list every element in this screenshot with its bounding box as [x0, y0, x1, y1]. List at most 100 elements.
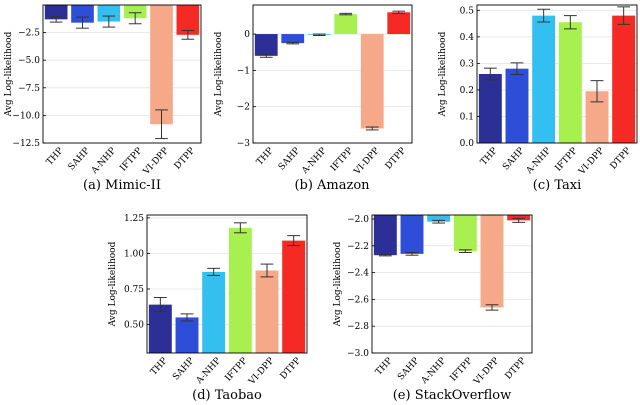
bar-sahp [71, 5, 94, 23]
y-tick-label: 0 [244, 30, 250, 40]
bar-iftpp [228, 227, 252, 353]
axes-frame [371, 214, 533, 354]
y-tick-label: −10.0 [12, 111, 40, 121]
x-tick-label: DTPP [609, 146, 633, 172]
y-axis-label: Avg Log-likelihood [108, 241, 118, 327]
panel-caption: (a) Mimic-II [83, 178, 161, 193]
x-tick-label: THP [255, 146, 276, 167]
bar-dtpp [387, 12, 411, 35]
y-tick-label: −2.6 [347, 295, 369, 305]
axes-frame [252, 4, 413, 144]
x-tick-label: DTPP [173, 146, 197, 172]
axes-frame [146, 214, 308, 354]
y-tick-label: −2.5 [18, 29, 40, 39]
y-tick-label: 0.4 [460, 33, 475, 43]
bar-sahp [400, 215, 424, 254]
bar-a-nhp [427, 215, 451, 222]
x-tick-label: SAHP [277, 146, 302, 172]
x-tick-label: IFTPP [118, 146, 144, 173]
x-tick-label: DTPP [384, 146, 408, 172]
bar-vi-dpp [150, 5, 173, 125]
bar-iftpp [558, 22, 582, 143]
bar-a-nhp [532, 15, 556, 143]
y-tick-label: −1 [237, 66, 250, 76]
x-tick-label: VI-DPP [577, 146, 607, 178]
x-tick-label: DTPP [504, 356, 528, 382]
bar-vi-dpp [255, 270, 279, 353]
bar-dtpp [507, 215, 531, 221]
x-tick-label: A-NHP [300, 146, 329, 177]
bar-a-nhp [202, 271, 226, 353]
panel-caption: (e) StackOverflow [393, 388, 512, 403]
y-tick-label: −2.0 [347, 215, 369, 225]
axes-frame [476, 4, 638, 144]
x-tick-label: VI-DPP [247, 356, 277, 388]
x-tick-label: IFTPP [554, 146, 580, 173]
x-tick-label: THP [374, 356, 395, 377]
y-tick-label: −3 [237, 139, 251, 149]
y-tick-label: 0.3 [460, 59, 475, 69]
bar-thp [148, 304, 172, 353]
y-axis-label: Avg Log-likelihood [4, 31, 14, 117]
panel-caption: (d) Taobao [192, 388, 262, 403]
bar-thp [254, 34, 278, 56]
panel-caption: (b) Amazon [294, 178, 370, 193]
bar-dtpp [176, 5, 200, 35]
y-tick-label: −7.5 [18, 84, 40, 94]
x-tick-label: A-NHP [419, 356, 448, 387]
axes-frame [42, 4, 202, 144]
bar-vi-dpp [360, 34, 384, 129]
y-tick-label: −2.2 [347, 242, 369, 252]
bar-iftpp [453, 215, 477, 252]
bar-sahp [175, 317, 199, 353]
x-tick-label: A-NHP [524, 146, 553, 177]
bar-vi-dpp [480, 215, 504, 308]
bar-thp [478, 74, 502, 143]
bar-iftpp [334, 14, 358, 35]
bar-sahp [281, 34, 305, 44]
x-tick-label: A-NHP [194, 356, 223, 387]
x-tick-label: DTPP [279, 356, 303, 382]
y-tick-label: 0.2 [460, 86, 474, 96]
x-tick-label: VI-DPP [472, 356, 502, 388]
x-tick-label: IFTPP [224, 356, 250, 383]
x-tick-label: SAHP [171, 356, 196, 382]
y-tick-label: 0.1 [460, 112, 474, 122]
x-tick-label: SAHP [396, 356, 421, 382]
bar-a-nhp [97, 5, 121, 22]
panel-caption: (c) Taxi [533, 178, 581, 193]
bar-iftpp [123, 5, 147, 19]
y-tick-label: 0.75 [124, 285, 144, 295]
y-tick-label: 0.5 [460, 6, 475, 16]
x-tick-label: VI-DPP [141, 146, 171, 178]
x-tick-label: THP [479, 146, 500, 167]
x-tick-label: A-NHP [89, 146, 118, 177]
y-tick-label: −5.0 [18, 56, 40, 66]
y-tick-label: −2.8 [347, 322, 369, 332]
bar-vi-dpp [585, 91, 609, 143]
y-tick-label: −2 [237, 103, 250, 113]
y-tick-label: 1.00 [124, 249, 144, 259]
y-tick-label: −3.0 [347, 349, 369, 359]
y-axis-label: Avg Log-likelihood [333, 241, 343, 327]
bar-dtpp [282, 240, 306, 353]
x-tick-label: IFTPP [449, 356, 475, 383]
y-tick-label: −2.4 [347, 269, 369, 279]
bar-thp [373, 215, 397, 256]
y-tick-label: 0.50 [124, 321, 144, 331]
y-tick-label: 1.25 [124, 214, 144, 224]
bar-thp [44, 5, 68, 20]
x-tick-label: THP [149, 356, 170, 377]
y-axis-label: Avg Log-likelihood [214, 31, 224, 117]
y-tick-label: −12.5 [12, 139, 40, 149]
x-tick-label: THP [45, 146, 66, 167]
x-tick-label: SAHP [67, 146, 92, 172]
y-tick-label: 0.0 [460, 139, 475, 149]
x-tick-label: IFTPP [329, 146, 355, 173]
